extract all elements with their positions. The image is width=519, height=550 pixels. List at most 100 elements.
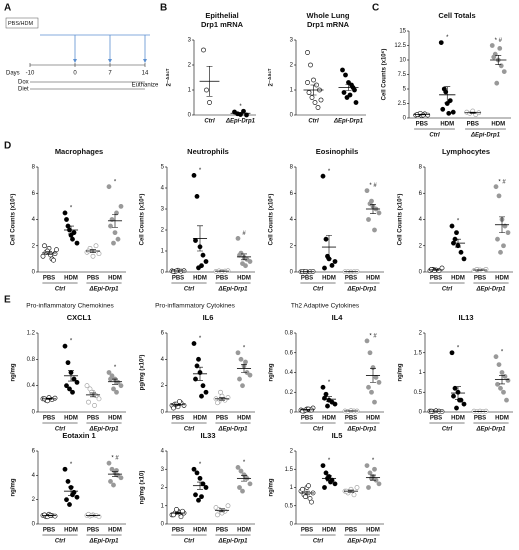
chart: IL4 ng/mg 0 0.2 0.4 0.6 0.8 PBS HDM * PBS HDM * # Ctr… [269,313,384,433]
data-point [52,395,58,401]
data-point [495,381,500,387]
y-tick-label: 0 [403,116,407,122]
error-bar [197,481,203,490]
data-point [197,475,203,481]
error-bar [348,489,354,493]
data-point [494,80,500,86]
chart: Eosinophils Cell Counts (x10⁶) 0 2 4 6 8 PBS HDM… [269,147,384,293]
annotation: * # [111,456,119,462]
x-tick-label: HDM [366,528,380,534]
data-point [369,389,374,395]
y-tick-label: 5 [403,87,407,93]
x-tick-label: PBS [216,276,228,282]
y-tick-label: 4 [32,217,36,223]
data-point [111,386,116,392]
x-tick-label: PBS [345,416,357,422]
x-tick-label: PBS [43,276,55,282]
error-bar [90,514,96,517]
chart-title: Whole Lung [307,11,350,20]
data-point [425,112,431,118]
annotation: * # [498,179,506,185]
y-tick-label: 2 [161,383,165,389]
data-point [203,389,209,395]
annotation: * [457,219,460,225]
data-point [112,230,118,236]
data-point [235,235,241,241]
y-tick-label: 2 [32,243,36,249]
data-point [92,403,97,408]
y-tick-label: 0 [188,113,192,119]
y-tick-label: 4 [32,473,36,479]
panel-label: E [4,295,11,306]
x-tick-label: HDM [237,416,251,422]
data-point [450,109,456,115]
group-label: Ctrl [55,287,66,293]
x-tick-label: PBS [216,528,228,534]
y-tick-label: 4 [290,217,294,223]
data-point [65,479,71,484]
data-point [118,383,124,389]
x-tick-label: HDM [64,276,78,282]
data-point [64,383,69,389]
y-tick-label: 1 [290,485,294,491]
data-point [218,389,223,395]
x-tick-label: PBS [467,122,479,128]
data-point [106,370,112,375]
y-axis-label: ng/mg [11,363,17,381]
y-tick-label: 2 [419,331,423,337]
x-tick-label: PBS [474,416,486,422]
y-tick-label: 8 [32,165,36,171]
data-point [322,485,327,490]
chart-title: IL6 [203,313,214,322]
data-point [320,173,326,179]
day-label: -10 [26,71,35,77]
x-tick-label: PBS [216,416,228,422]
y-tick-label: 0 [32,522,36,528]
y-axis-label: ng/mg [269,478,275,496]
x-tick-label: HDM [108,416,122,422]
data-point [238,356,244,362]
y-tick-label: 1 [161,249,165,255]
y-tick-label: 2 [188,63,192,69]
data-point [449,350,455,356]
y-tick-label: 8 [290,165,294,171]
y-tick-label: 0 [290,410,294,416]
y-axis-label: pg/mg (x10²) [139,355,146,391]
data-point [332,481,338,487]
x-tick-label: PBS [345,528,357,534]
chart: Eotaxin 1 ng/mg 0 2 4 6 PBS HDM * PBS HDM * # Ctrl ΔE… [11,431,126,545]
panel-label: A [4,3,11,14]
data-point [240,383,245,389]
data-point [200,252,206,258]
x-tick-label: HDM [366,276,380,282]
annotation: * [328,169,331,175]
x-tick-label: PBS [301,276,313,282]
data-point [247,259,253,264]
data-point [366,384,371,390]
x-tick-label: PBS [301,528,313,534]
data-point [343,72,348,78]
panel-label: C [372,3,379,14]
y-tick-label: 3 [161,467,165,473]
annotation: * [199,336,202,342]
y-axis-label: Cell Counts (x10⁶) [140,194,146,246]
data-point [106,460,112,466]
data-point [200,383,206,389]
data-point [215,512,220,518]
data-point [320,384,326,390]
data-point [504,397,509,403]
data-point [493,354,499,360]
x-tick-label: HDM [108,276,122,282]
error-bar [304,409,310,411]
data-point [194,470,200,476]
annotation: * [70,206,73,212]
group-label: Ctrl [184,427,195,433]
y-tick-label: 0 [290,522,294,528]
x-tick-label: HDM [366,416,380,422]
x-tick-label: HDM [108,528,122,534]
annotation: * [446,35,449,41]
data-point [96,251,102,257]
chart: IL6 pg/mg (x10²) 0 2 4 6 PBS HDM * PBS HDM * Ctrl ΔEp… [139,313,255,433]
day-label: 14 [142,71,149,77]
chart-title: Macrophages [55,147,103,156]
